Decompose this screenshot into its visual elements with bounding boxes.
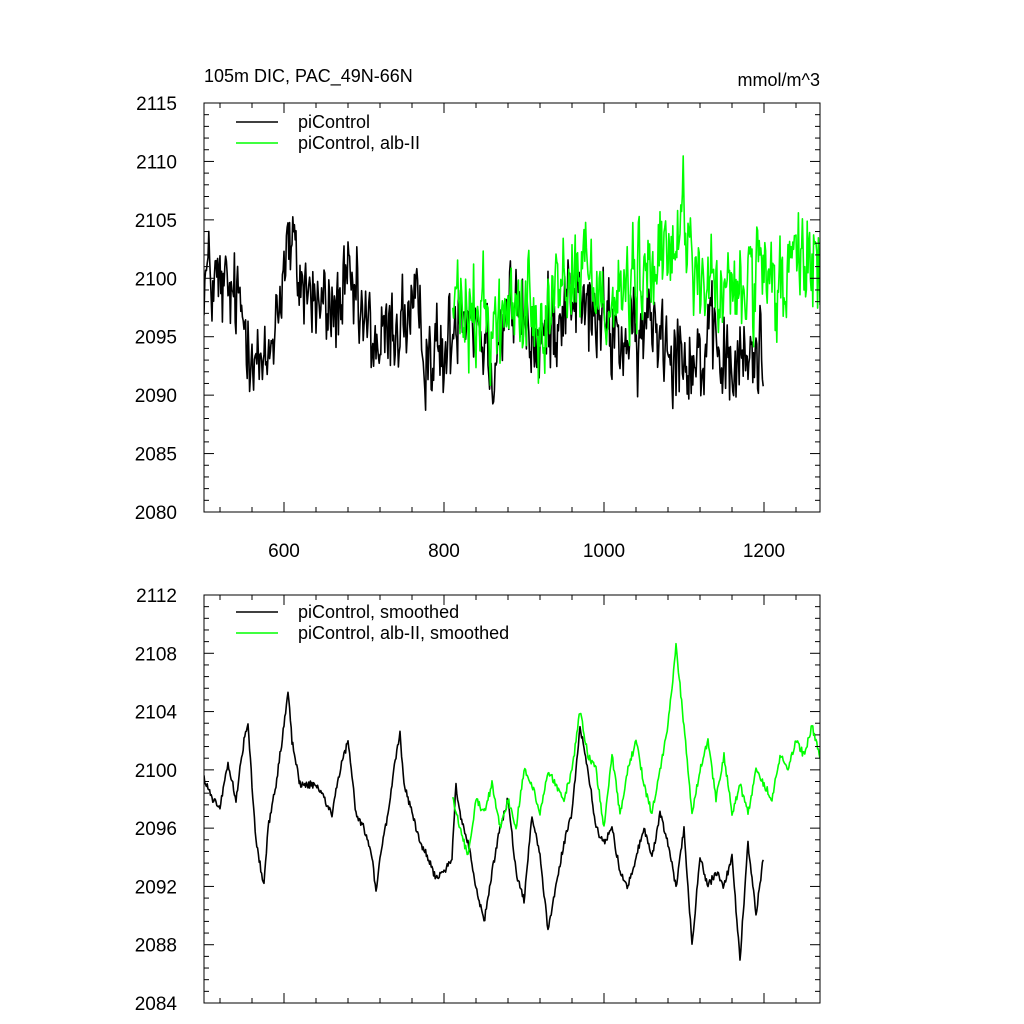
y-tick-label: 2092 (135, 877, 177, 898)
legend-label-1: piControl, smoothed (298, 602, 459, 622)
y-tick-label: 2115 (136, 94, 177, 115)
series-line-2 (452, 155, 820, 387)
x-tick-label: 1000 (583, 541, 625, 562)
y-tick-label: 2100 (135, 269, 177, 290)
bottom-series-layer (204, 642, 820, 961)
y-tick-label: 2105 (135, 211, 177, 232)
bottom-panel: 2084 2088 2092 2096 2100 2104 2108 2112 piContr… (135, 586, 821, 1015)
legend-label-2: piControl, alb-II (298, 133, 420, 153)
y-tick-label: 2084 (135, 994, 178, 1015)
y-tick-label: 2110 (136, 152, 177, 173)
y-tick-label: 2095 (135, 328, 177, 349)
y-tick-label: 2112 (136, 586, 177, 607)
x-tick-label: 1200 (743, 541, 785, 562)
x-tick-label: 600 (268, 541, 300, 562)
series-line-1 (204, 691, 764, 961)
series-line-2 (452, 642, 820, 856)
legend-label-1: piControl (298, 112, 370, 132)
legend-label-2: piControl, alb-II, smoothed (298, 623, 509, 643)
top-tick-layer: 2080 2085 2090 2095 2100 2105 2110 2115 600 800 10… (135, 94, 820, 562)
y-tick-label: 2085 (135, 445, 177, 466)
series-line-1 (204, 215, 764, 411)
bottom-tick-layer: 2084 2088 2092 2096 2100 2104 2108 2112 (135, 586, 820, 1015)
y-tick-label: 2080 (135, 503, 177, 524)
x-tick-label: 800 (428, 541, 460, 562)
top-series-layer (204, 155, 820, 411)
top-plot-frame (203, 102, 821, 513)
y-tick-label: 2100 (135, 761, 177, 782)
y-tick-label: 2104 (135, 703, 178, 724)
top-chart-title: 105m DIC, PAC_49N-66N (204, 66, 413, 87)
y-tick-label: 2108 (135, 644, 177, 665)
bottom-plot-frame (203, 594, 821, 1004)
top-panel: 105m DIC, PAC_49N-66N mmol/m^3 208020852… (135, 66, 821, 562)
y-tick-label: 2088 (135, 936, 177, 957)
y-tick-label: 2090 (135, 386, 177, 407)
top-chart-units: mmol/m^3 (738, 70, 820, 90)
y-tick-label: 2096 (135, 819, 177, 840)
